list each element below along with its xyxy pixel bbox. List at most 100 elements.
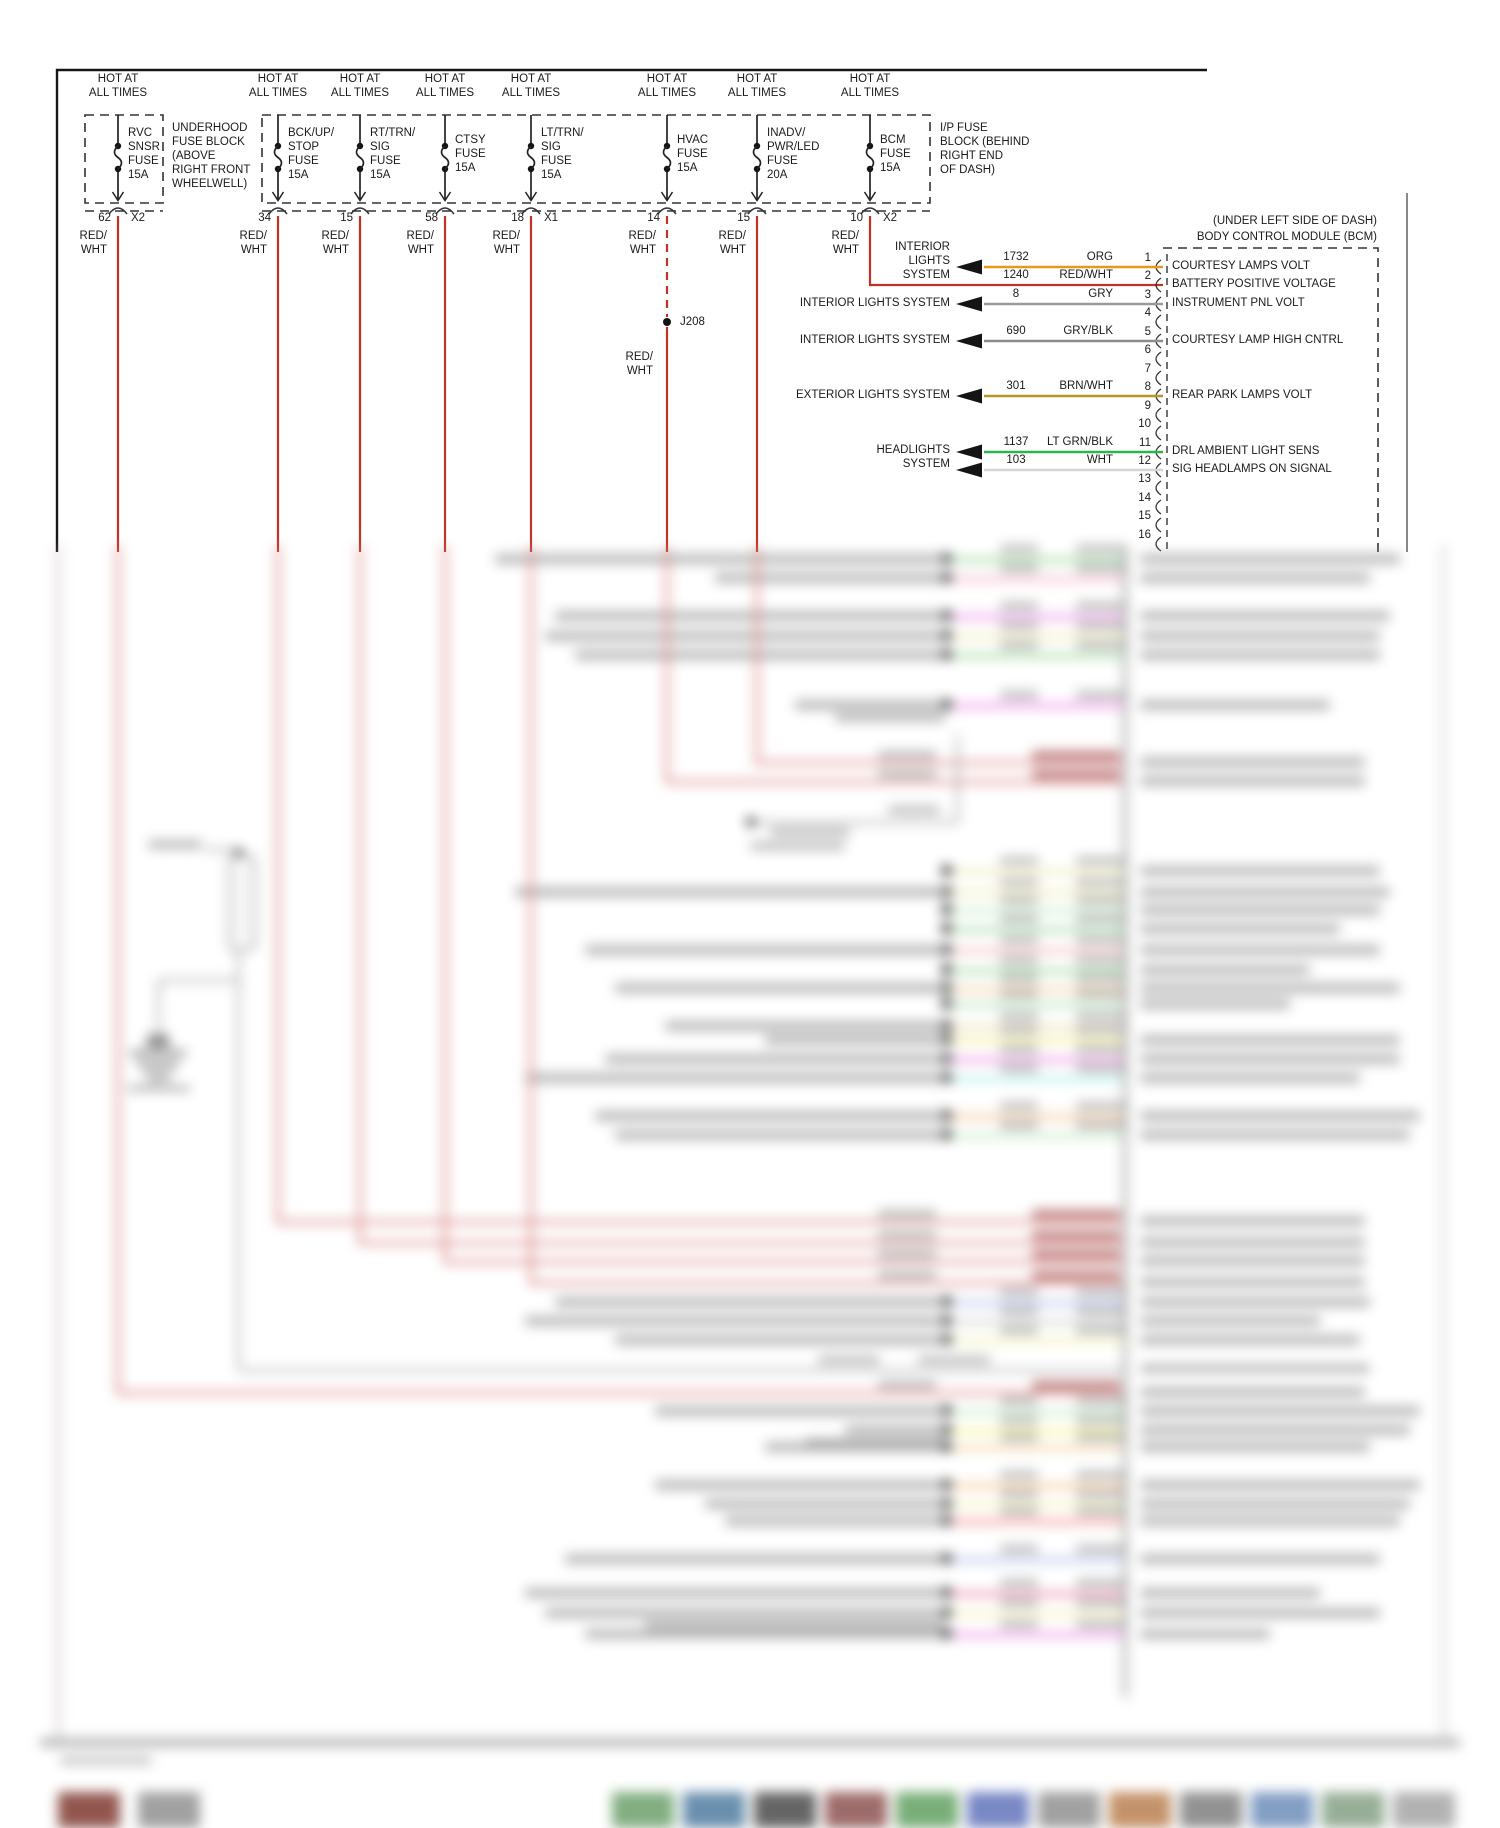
arrow-down-icon: [271, 191, 285, 202]
blurred-component: [228, 855, 256, 951]
wire-color-code: WHT: [1086, 454, 1113, 466]
blurred-junction-dot: [234, 849, 244, 859]
hot-at-label: HOT AT: [849, 73, 891, 85]
circuit-number: 1137: [1003, 436, 1029, 448]
blurred-pin-label: [1140, 650, 1380, 660]
bcm-pin-number: 16: [1138, 529, 1151, 541]
blurred-power-feed: [358, 1241, 1125, 1245]
blurred-circuit-number: [1000, 1579, 1038, 1587]
fuse-element-icon: [273, 145, 283, 170]
blurred-pin-label: [1140, 1054, 1400, 1064]
blurred-circuit-number: [1000, 564, 1038, 572]
circuit-number: 301: [1006, 380, 1026, 392]
blurred-left-label: [585, 1629, 945, 1639]
fuse-element-icon: [865, 145, 875, 170]
fuse-label: 20A: [767, 169, 788, 181]
blurred-circuit-number: [1000, 1064, 1038, 1072]
fuse-label: 15A: [455, 162, 476, 174]
bcm-pin-function: INSTRUMENT PNL VOLT: [1172, 297, 1305, 309]
wire-color-label: WHT: [626, 365, 653, 377]
blurred-circuit-number: [1032, 1210, 1120, 1219]
blurred-left-label: [525, 1073, 945, 1083]
cavity-arc-icon: [1155, 277, 1162, 293]
connector-id: X2: [131, 212, 146, 224]
wire-color-label: WHT: [322, 244, 349, 256]
blurred-left-label: [765, 1035, 945, 1045]
fuse-block-label: WHEELWELL): [172, 178, 248, 190]
hot-at-label: HOT AT: [424, 73, 466, 85]
ground-symbol-icon: [128, 1086, 190, 1091]
bcm-pin-number: 1: [1144, 252, 1151, 264]
fuse-label: LT/TRN/: [541, 127, 584, 139]
blurred-color-code: [1076, 602, 1128, 610]
blurred-circuit-number: [1000, 1102, 1038, 1110]
blurred-color-code: [1076, 857, 1128, 865]
blurred-terminal-dot: [941, 1498, 952, 1509]
blurred-color-code: [1076, 1121, 1128, 1129]
blurred-left-label: [575, 650, 945, 660]
wire-color-label: WHT: [407, 244, 434, 256]
cavity-arc-icon: [1155, 314, 1162, 330]
fuse-cavity-number: 15: [737, 212, 750, 224]
blurred-left-label: [615, 983, 945, 993]
fuse-label: FUSE: [677, 148, 708, 160]
bcm-pin-number: 6: [1144, 344, 1151, 356]
bcm-pin-number: 4: [1144, 307, 1151, 319]
blurred-thumbnail: [754, 1792, 816, 1828]
arrow-down-icon: [353, 191, 367, 202]
blurred-wire: [952, 1039, 1125, 1043]
hot-at-label: HOT AT: [339, 73, 381, 85]
blurred-wire: [952, 704, 1125, 708]
blurred-left-label: [845, 1425, 945, 1435]
blurred-thumbnail: [1322, 1792, 1384, 1828]
wire-color-label: RED/: [321, 230, 349, 242]
blurred-pin-label: [1140, 1237, 1365, 1247]
blurred-terminal-dot: [941, 610, 952, 621]
blurred-left-label: [705, 1499, 945, 1509]
blurred-circuit-number: [878, 1250, 936, 1258]
cavity-arc-icon: [860, 207, 880, 215]
blurred-wire: [952, 1592, 1125, 1596]
blurred-left-label: [605, 1054, 945, 1064]
fuse-label: 15A: [541, 169, 562, 181]
blurred-thumbnail: [612, 1792, 674, 1828]
fuse-block-label: BLOCK (BEHIND: [940, 136, 1030, 148]
arrow-down-icon: [438, 191, 452, 202]
blurred-ground-wire: [205, 847, 240, 851]
wire-color-label: WHT: [493, 244, 520, 256]
fuse-label: 15A: [288, 169, 309, 181]
hot-at-label: ALL TIMES: [840, 87, 900, 99]
blurred-left-label: [545, 631, 945, 641]
blurred-wire: [952, 635, 1125, 639]
bcm-box: [1163, 247, 1379, 552]
blurred-terminal-dot: [941, 923, 952, 934]
bcm-pin-number: 11: [1139, 437, 1151, 449]
system-label: LIGHTS: [908, 255, 950, 267]
system-label: HEADLIGHTS: [876, 444, 951, 456]
blurred-wire: [952, 1503, 1125, 1507]
blurred-circuit-number: [1032, 1271, 1120, 1280]
wire-color-code: GRY: [1088, 288, 1113, 300]
bcm-location-label: (UNDER LEFT SIDE OF DASH): [1213, 215, 1377, 227]
blurred-color-code: [1076, 1064, 1128, 1072]
blurred-circuit-number: [1000, 1012, 1038, 1020]
blurred-wire: [952, 1612, 1125, 1616]
cavity-arc-icon: [268, 207, 288, 215]
blurred-wire: [952, 1320, 1125, 1324]
blurred-wire: [952, 1446, 1125, 1450]
fuse-label: FUSE: [767, 155, 798, 167]
blurred-circuit-number: [1032, 1231, 1120, 1240]
arrow-down-icon: [660, 191, 674, 202]
splice-label: J208: [680, 316, 705, 328]
blurred-page-bottom: [40, 1738, 1460, 1747]
blurred-wire: [952, 987, 1125, 991]
blurred-left-label: [595, 1111, 945, 1121]
blurred-thumbnail: [1038, 1792, 1100, 1828]
blurred-circuit-number: [1032, 751, 1120, 760]
blurred-color-code: [1076, 691, 1128, 699]
blurred-pin-label: [1140, 573, 1370, 583]
fuse-label: HVAC: [677, 134, 709, 146]
fuse-element-icon: [440, 145, 450, 170]
blurred-left-label: [555, 611, 945, 621]
